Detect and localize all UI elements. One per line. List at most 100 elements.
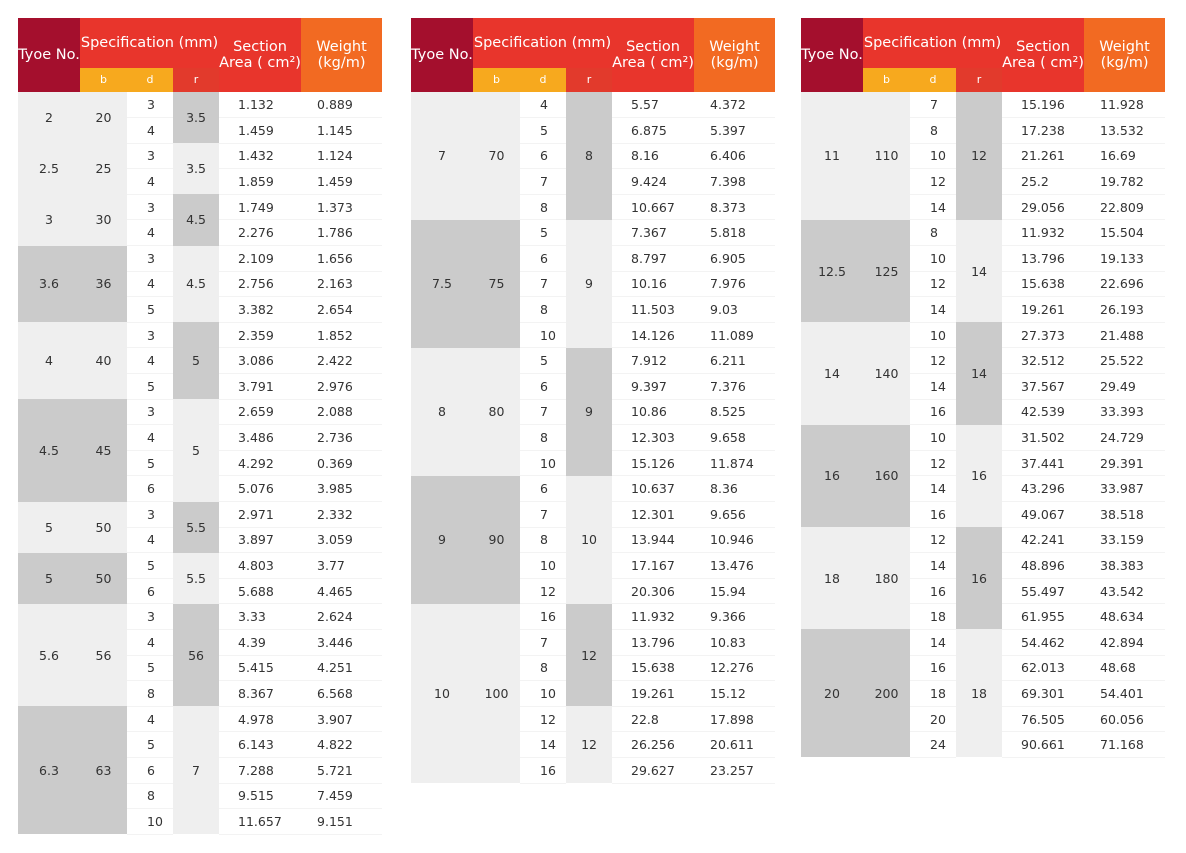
section-area-cell: 2.109 — [219, 245, 302, 272]
b-cell: 200 — [863, 629, 910, 758]
type-no-header: Tyoe No. — [411, 18, 473, 92]
weight-cell: 7.459 — [301, 783, 383, 810]
d-cell: 4 — [127, 347, 173, 375]
spec-table-3: Tyoe No. Specification (mm) Section Area (… — [801, 18, 1166, 758]
r-cell: 9 — [566, 347, 613, 476]
weight-cell: 6.905 — [694, 245, 776, 272]
weight-cell: 2.332 — [301, 501, 383, 528]
d-cell: 6 — [520, 245, 566, 272]
weight-cell: 21.488 — [1084, 322, 1166, 349]
section-area-cell: 26.256 — [612, 731, 695, 758]
r-cell: 5 — [173, 399, 220, 502]
r-cell: 16 — [956, 424, 1003, 528]
type-no-cell: 9 — [411, 475, 473, 604]
spec-table: Tyoe No. Specification (mm) Section Area (… — [801, 18, 1166, 758]
b-cell: 40 — [80, 322, 127, 400]
d-cell: 8 — [127, 783, 173, 810]
d-cell: 3 — [127, 194, 173, 221]
r-cell: 14 — [956, 322, 1003, 425]
d-cell: 5 — [520, 117, 566, 144]
d-cell: 4 — [127, 706, 173, 733]
table-row: 14 37.567 29.49 — [801, 373, 1166, 400]
section-area-cell: 7.912 — [612, 347, 695, 375]
section-area-cell: 19.261 — [612, 680, 695, 707]
section-area-cell: 37.567 — [1002, 373, 1085, 400]
section-area-cell: 90.661 — [1002, 731, 1085, 758]
d-cell: 12 — [910, 450, 956, 477]
d-cell: 5 — [127, 373, 173, 400]
table-row: 2.5 25 3 3.5 1.432 1.124 — [18, 143, 383, 195]
b-cell: 30 — [80, 194, 127, 246]
r-cell: 9 — [566, 219, 613, 348]
r-cell: 56 — [173, 603, 220, 707]
weight-cell: 26.193 — [1084, 296, 1166, 323]
section-area-cell: 43.296 — [1002, 475, 1085, 502]
table-row: 7 10.16 7.976 — [411, 271, 776, 298]
weight-header: Weight (kg/m) — [301, 18, 383, 92]
section-area-cell: 2.756 — [219, 271, 302, 298]
table-row: 6 8.797 6.905 — [411, 245, 776, 272]
type-no-cell: 5 — [18, 552, 80, 604]
section-area-cell: 25.2 — [1002, 168, 1085, 195]
d-cell: 10 — [520, 552, 566, 579]
weight-cell: 38.383 — [1084, 552, 1166, 579]
table-row: 5 50 5 5.5 4.803 3.77 — [18, 552, 383, 604]
b-cell: 90 — [473, 475, 520, 604]
section-area-cell: 37.441 — [1002, 450, 1085, 477]
type-no-cell: 6.3 — [18, 706, 80, 835]
table-row: 6.3 63 4 7 4.978 3.907 — [18, 706, 383, 835]
d-cell: 16 — [910, 501, 956, 528]
weight-cell: 15.504 — [1084, 219, 1166, 247]
b-cell: 180 — [863, 527, 910, 630]
weight-cell: 8.36 — [694, 475, 776, 502]
table-row: 14 19.261 26.193 — [801, 296, 1166, 323]
weight-cell: 4.372 — [694, 92, 776, 119]
section-area-cell: 9.515 — [219, 783, 302, 810]
weight-cell: 2.736 — [301, 424, 383, 451]
table-row: 10 14.126 11.089 — [411, 322, 776, 349]
d-cell: 7 — [520, 271, 566, 298]
weight-cell: 10.83 — [694, 629, 776, 656]
weight-cell: 2.422 — [301, 347, 383, 375]
section-area-cell: 8.797 — [612, 245, 695, 272]
weight-cell: 2.163 — [301, 271, 383, 298]
d-cell: 18 — [910, 603, 956, 630]
section-area-cell: 4.803 — [219, 552, 302, 579]
r-cell: 16 — [956, 527, 1003, 630]
d-cell: 14 — [910, 373, 956, 400]
weight-cell: 22.809 — [1084, 194, 1166, 221]
d-cell: 4 — [127, 527, 173, 554]
weight-cell: 1.656 — [301, 245, 383, 272]
section-area-cell: 12.301 — [612, 501, 695, 528]
section-area-cell: 76.505 — [1002, 706, 1085, 733]
section-area-cell: 3.791 — [219, 373, 302, 400]
weight-cell: 2.654 — [301, 296, 383, 323]
weight-cell: 17.898 — [694, 706, 776, 733]
d-cell: 5 — [127, 655, 173, 682]
type-no-cell: 4 — [18, 322, 80, 400]
b-cell: 56 — [80, 603, 127, 707]
weight-cell: 1.852 — [301, 322, 383, 349]
d-cell: 16 — [910, 399, 956, 426]
table-row: 24 90.661 71.168 — [801, 731, 1166, 758]
d-cell: 6 — [520, 143, 566, 170]
table-row: 4 1.459 1.145 — [18, 117, 383, 144]
section-area-cell: 11.932 — [1002, 219, 1085, 247]
table-row: 9 90 6 10 10.637 8.36 — [411, 475, 776, 604]
type-no-cell: 3.6 — [18, 245, 80, 323]
table-row: 16 62.013 48.68 — [801, 655, 1166, 682]
weight-cell: 22.696 — [1084, 271, 1166, 298]
b-cell: 20 — [80, 92, 127, 144]
section-area-cell: 1.432 — [219, 143, 302, 170]
d-cell: 5 — [127, 450, 173, 477]
table-row: 16 49.067 38.518 — [801, 501, 1166, 528]
section-area-cell: 21.261 — [1002, 143, 1085, 170]
section-area-cell: 19.261 — [1002, 296, 1085, 323]
table-row: 8 10.667 8.373 — [411, 194, 776, 221]
d-cell: 8 — [520, 194, 566, 221]
d-cell: 14 — [910, 296, 956, 323]
d-cell: 10 — [910, 245, 956, 272]
section-area-cell: 8.16 — [612, 143, 695, 170]
table-row: 4 40 3 5 2.359 1.852 — [18, 322, 383, 400]
section-area-cell: 6.875 — [612, 117, 695, 144]
